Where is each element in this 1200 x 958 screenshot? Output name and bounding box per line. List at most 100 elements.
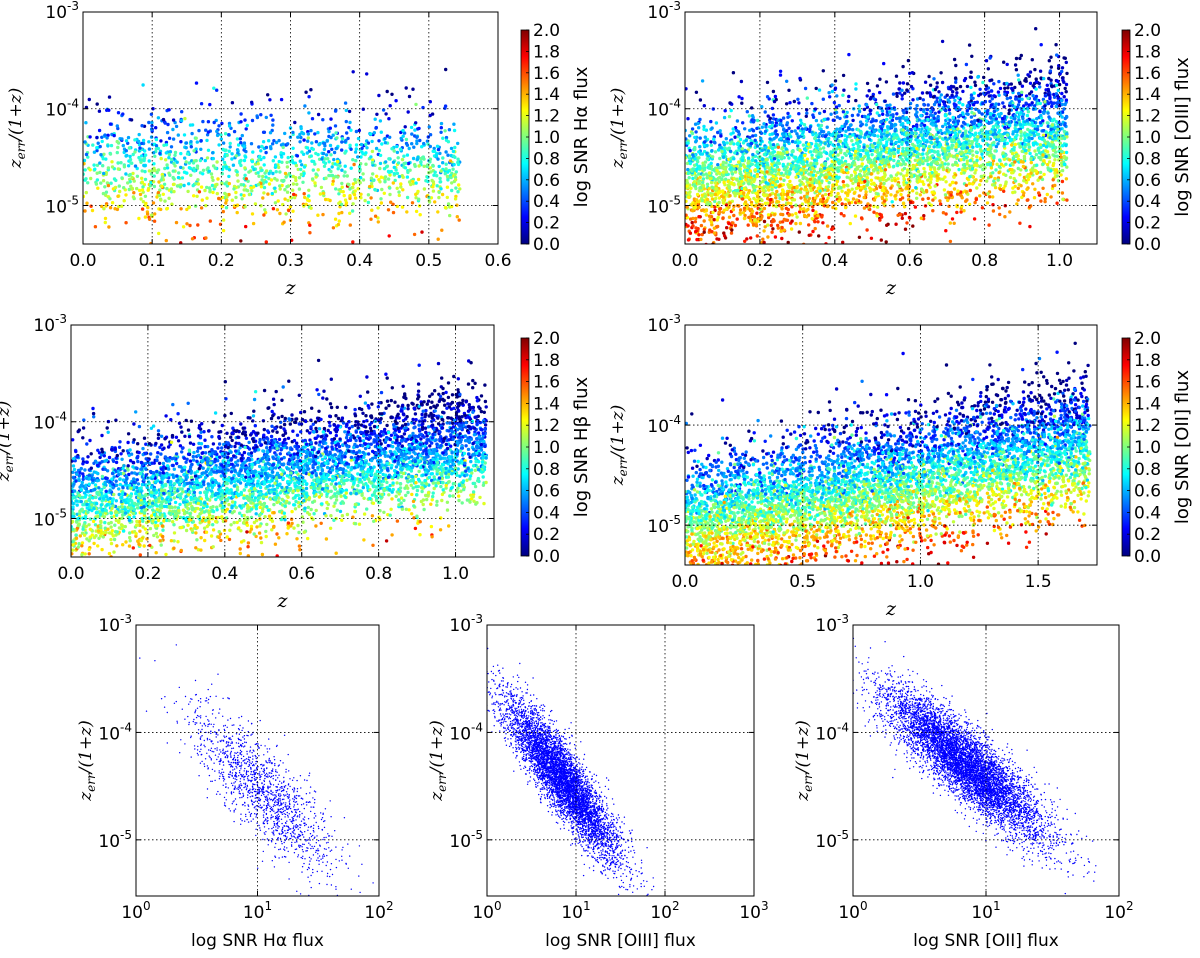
data-point xyxy=(875,205,880,209)
data-point xyxy=(723,166,727,170)
data-point xyxy=(361,107,365,111)
data-point xyxy=(1033,149,1037,153)
data-point xyxy=(834,246,837,249)
data-point xyxy=(1022,179,1026,183)
data-point xyxy=(885,223,889,227)
data-point xyxy=(845,175,849,179)
data-point xyxy=(101,191,106,196)
data-point xyxy=(133,138,137,142)
data-point xyxy=(933,111,937,116)
data-point xyxy=(250,212,255,216)
data-point xyxy=(687,176,691,180)
data-point xyxy=(685,205,689,209)
data-point xyxy=(754,203,759,208)
data-point xyxy=(716,163,720,167)
data-point xyxy=(308,223,312,227)
data-point xyxy=(294,178,298,183)
data-point xyxy=(247,192,252,197)
data-point xyxy=(108,206,113,210)
data-point xyxy=(872,210,876,214)
data-point xyxy=(733,135,737,139)
data-point xyxy=(273,155,278,159)
data-point xyxy=(1005,96,1009,101)
data-point xyxy=(189,173,193,177)
data-point xyxy=(992,179,996,183)
data-point xyxy=(702,127,706,132)
data-point xyxy=(891,204,895,208)
data-point xyxy=(977,131,982,135)
data-point xyxy=(88,168,92,172)
data-point xyxy=(357,128,361,133)
data-point xyxy=(946,162,950,166)
data-point xyxy=(387,117,391,121)
data-point xyxy=(1008,158,1012,162)
data-point xyxy=(988,56,992,60)
data-point xyxy=(116,194,120,198)
data-point xyxy=(363,198,367,203)
data-point xyxy=(396,156,400,160)
data-point xyxy=(244,177,248,181)
data-point xyxy=(313,132,317,136)
data-point xyxy=(1048,96,1052,101)
data-point xyxy=(171,127,175,132)
data-point xyxy=(931,123,935,127)
data-point xyxy=(98,144,102,149)
data-point xyxy=(864,123,868,127)
data-point xyxy=(242,188,246,192)
data-point xyxy=(733,194,737,198)
data-point xyxy=(1002,105,1006,109)
data-point xyxy=(895,94,899,99)
data-point xyxy=(841,180,845,184)
data-point xyxy=(723,236,728,240)
data-point xyxy=(366,193,371,197)
data-point xyxy=(166,122,170,127)
data-point xyxy=(872,161,877,165)
data-point xyxy=(140,180,144,184)
data-point xyxy=(928,132,933,137)
data-point xyxy=(762,229,766,233)
data-point xyxy=(307,95,311,99)
data-point xyxy=(893,194,897,198)
data-point xyxy=(361,172,365,176)
data-point xyxy=(409,182,413,187)
data-point xyxy=(979,134,983,139)
colorbar-tick-label: 1.0 xyxy=(533,128,560,148)
data-point xyxy=(944,195,948,200)
data-point xyxy=(727,114,732,119)
data-point xyxy=(731,71,736,75)
data-point xyxy=(316,130,320,135)
data-point xyxy=(348,120,352,125)
data-point xyxy=(890,122,894,127)
data-point xyxy=(150,120,154,125)
data-point xyxy=(196,178,200,182)
data-point xyxy=(269,113,273,118)
data-point xyxy=(439,121,444,126)
data-point xyxy=(755,211,759,215)
data-point xyxy=(869,172,873,176)
data-point xyxy=(391,210,396,215)
data-point xyxy=(878,185,883,189)
data-point xyxy=(1033,168,1037,173)
data-point xyxy=(282,220,286,224)
data-point xyxy=(813,136,817,140)
data-point xyxy=(702,124,706,129)
data-point xyxy=(217,124,221,128)
data-point xyxy=(244,224,248,229)
data-point xyxy=(979,164,983,168)
data-point xyxy=(104,157,108,161)
data-point xyxy=(957,167,961,172)
data-point xyxy=(245,123,249,128)
data-point xyxy=(898,119,902,124)
data-point xyxy=(344,119,348,124)
data-point xyxy=(990,120,994,124)
data-point xyxy=(854,87,858,91)
data-point xyxy=(302,204,306,208)
data-point xyxy=(456,157,460,161)
data-point xyxy=(922,182,926,186)
data-point xyxy=(1033,124,1037,128)
data-point xyxy=(378,180,382,184)
data-point xyxy=(778,196,782,200)
data-point xyxy=(417,164,421,168)
data-point xyxy=(952,187,957,191)
data-point xyxy=(964,155,968,160)
